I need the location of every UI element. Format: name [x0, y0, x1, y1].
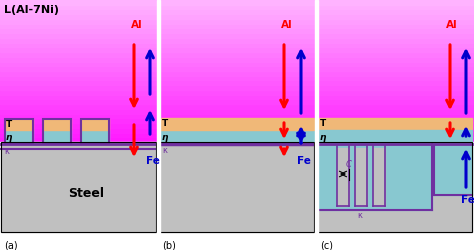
Text: T: T [320, 120, 326, 128]
Bar [373, 148, 385, 206]
Bar [43, 119, 71, 130]
Bar [43, 119, 71, 144]
Bar [5, 119, 33, 130]
Bar [317, 130, 472, 144]
Bar [0, 123, 474, 128]
Text: Fe: Fe [461, 195, 474, 205]
Bar [0, 57, 474, 62]
Bar [0, 109, 474, 114]
Text: Al: Al [446, 20, 457, 30]
Bar [0, 90, 474, 95]
Bar [159, 118, 314, 130]
Bar [5, 130, 33, 144]
Bar [0, 104, 474, 109]
Bar [159, 142, 314, 232]
Bar [0, 142, 474, 250]
Bar [81, 119, 109, 144]
Bar [0, 132, 474, 137]
Text: κ: κ [162, 146, 167, 155]
Text: η: η [6, 132, 12, 141]
Bar [0, 19, 474, 24]
Bar [0, 42, 474, 47]
Bar [0, 100, 474, 104]
Bar [0, 5, 474, 10]
Text: Al: Al [281, 20, 292, 30]
Bar [0, 0, 474, 5]
Bar [0, 66, 474, 71]
Bar [81, 119, 109, 130]
Text: Al: Al [131, 20, 143, 30]
Text: T: T [162, 120, 168, 128]
Bar [434, 144, 472, 195]
Bar [1, 142, 156, 232]
Bar [0, 52, 474, 57]
Bar [0, 80, 474, 85]
Bar [43, 130, 71, 144]
Text: (c): (c) [320, 240, 333, 250]
Text: T: T [6, 120, 12, 129]
Bar [0, 76, 474, 80]
Bar [0, 128, 474, 132]
Bar [317, 118, 472, 130]
Bar [0, 114, 474, 118]
Bar [0, 14, 474, 19]
Bar [159, 130, 314, 144]
Bar [0, 71, 474, 76]
Bar [5, 119, 33, 144]
Bar [81, 130, 109, 144]
Bar [0, 10, 474, 14]
Bar [315, 0, 318, 250]
Text: C: C [346, 160, 352, 169]
Bar [0, 118, 474, 123]
Bar [317, 144, 432, 210]
Bar [0, 28, 474, 33]
Bar [157, 0, 160, 250]
Bar [0, 33, 474, 38]
Bar [1, 142, 156, 232]
Bar [0, 137, 474, 142]
Text: (b): (b) [162, 240, 176, 250]
Bar [317, 142, 472, 232]
Bar [0, 47, 474, 52]
Bar [337, 148, 349, 206]
Text: Steel: Steel [68, 187, 104, 200]
Bar [0, 24, 474, 28]
Bar [0, 85, 474, 90]
Text: η: η [162, 132, 168, 141]
Text: Fe: Fe [297, 156, 311, 166]
Bar [159, 142, 314, 232]
Bar [0, 38, 474, 43]
Bar [0, 62, 474, 66]
Text: L(Al-7Ni): L(Al-7Ni) [4, 5, 59, 15]
Text: κ: κ [4, 147, 9, 156]
Text: (a): (a) [4, 240, 18, 250]
Bar [355, 148, 367, 206]
Text: Fe: Fe [146, 156, 160, 166]
Text: κ: κ [357, 211, 362, 220]
Bar [0, 95, 474, 100]
Bar [317, 142, 472, 232]
Text: η: η [320, 132, 327, 141]
